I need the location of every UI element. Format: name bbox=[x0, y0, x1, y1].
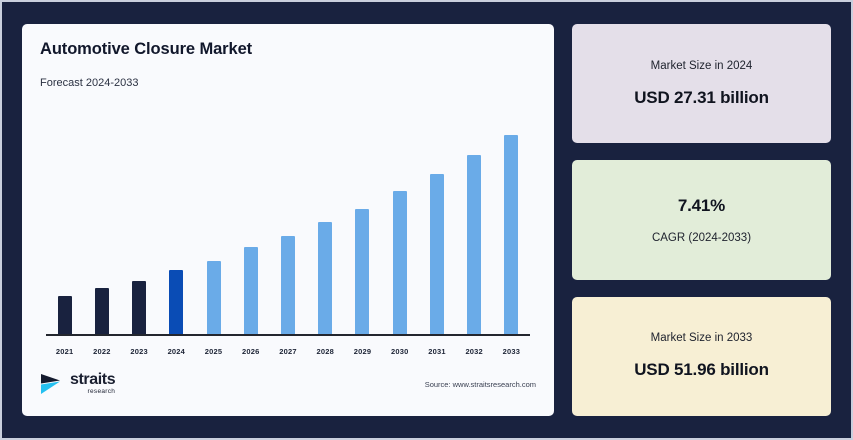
stat-value: USD 51.96 billion bbox=[634, 360, 769, 380]
stat-value: 7.41% bbox=[677, 195, 726, 215]
source-attribution: Source: www.straitsresearch.com bbox=[424, 379, 536, 389]
bar-slot bbox=[269, 123, 306, 334]
x-tick-2030: 2030 bbox=[390, 347, 409, 356]
bar-2032 bbox=[467, 155, 482, 334]
stat-value: USD 27.31 billion bbox=[634, 87, 769, 107]
x-tick-2028: 2028 bbox=[316, 347, 334, 356]
arrow-chevron-icon bbox=[41, 374, 60, 394]
stats-panel: Market Size in 2024 USD 27.31 billion 7.41… bbox=[572, 24, 831, 416]
bar-2026 bbox=[243, 247, 258, 334]
bar-slot bbox=[456, 123, 493, 334]
bar-slot bbox=[493, 123, 530, 334]
bar-2025 bbox=[206, 261, 221, 334]
bar-2028 bbox=[318, 222, 333, 334]
x-tick-2026: 2026 bbox=[242, 347, 260, 356]
plot-area: 2021 2022 2023 2024 2025 2026 2027 2028 2029 2030… bbox=[40, 95, 536, 356]
stat-card-2: 7.41% CAGR (2024-2033) bbox=[572, 160, 831, 280]
page-title: Automotive Closure Market bbox=[40, 40, 253, 58]
x-tick-2033: 2033 bbox=[502, 347, 521, 356]
x-tick-2031: 2031 bbox=[428, 347, 446, 356]
bar-2033 bbox=[504, 135, 519, 334]
x-tick-2027: 2027 bbox=[279, 347, 297, 356]
stat-label: Market Size in 2024 bbox=[650, 59, 753, 72]
bar-2031 bbox=[429, 174, 444, 334]
x-tick-2025: 2025 bbox=[204, 347, 223, 356]
x-tick-2032: 2032 bbox=[465, 347, 483, 356]
x-tick-2022: 2022 bbox=[93, 347, 111, 356]
logo-name: straits bbox=[70, 371, 116, 389]
bar-slot bbox=[232, 123, 269, 334]
bar-2023 bbox=[132, 281, 147, 334]
bar-slot bbox=[418, 123, 455, 334]
logo-subname: research bbox=[87, 388, 116, 396]
x-tick-2021: 2021 bbox=[55, 347, 74, 356]
bar-slot bbox=[344, 123, 381, 334]
stat-label: CAGR (2024-2033) bbox=[651, 231, 752, 244]
bar-2024 bbox=[169, 270, 184, 334]
bar-2027 bbox=[281, 236, 296, 334]
stat-card-1: Market Size in 2024 USD 27.31 billion bbox=[572, 24, 831, 144]
bar-slot bbox=[120, 123, 157, 334]
bar-2022 bbox=[94, 288, 109, 334]
bar-slot bbox=[46, 123, 83, 334]
logo-text: straits research bbox=[70, 371, 116, 396]
bar-slot bbox=[195, 123, 232, 334]
chart-footer: straits research Source: www.straitsrese… bbox=[40, 362, 536, 406]
bar-slot bbox=[83, 123, 120, 334]
bar-slot bbox=[381, 123, 418, 334]
stat-card-3: Market Size in 2033 USD 51.96 billion bbox=[572, 296, 831, 416]
bar-series bbox=[46, 123, 530, 336]
chart-subtitle: Forecast 2024-2033 bbox=[40, 77, 139, 89]
chart-panel: Automotive Closure Market Forecast 2024-… bbox=[22, 24, 554, 416]
x-axis-labels: 2021 2022 2023 2024 2025 2026 2027 2028 2029 2030… bbox=[46, 347, 530, 356]
stat-label: Market Size in 2033 bbox=[650, 332, 753, 345]
bar-slot bbox=[158, 123, 195, 334]
x-tick-2024: 2024 bbox=[167, 347, 186, 356]
bar-2030 bbox=[392, 191, 407, 334]
bar-slot bbox=[307, 123, 344, 334]
x-tick-2023: 2023 bbox=[130, 347, 148, 356]
x-tick-2029: 2029 bbox=[353, 347, 372, 356]
bar-2029 bbox=[355, 209, 370, 334]
straits-research-logo: straits research bbox=[40, 371, 116, 396]
bar-2021 bbox=[57, 296, 72, 334]
